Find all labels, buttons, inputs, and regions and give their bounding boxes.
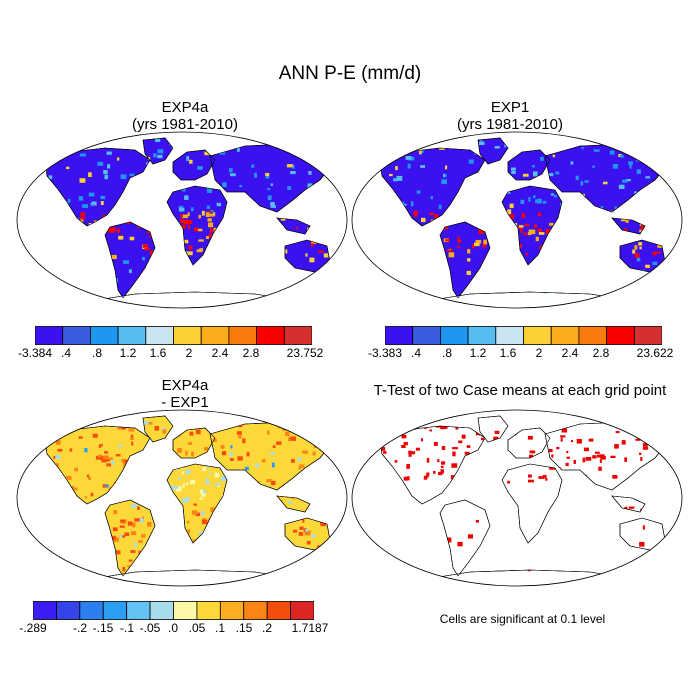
colorbar-box — [33, 601, 57, 620]
colorbar-box — [173, 326, 202, 345]
panel1-cb-label: 23.752 — [286, 346, 324, 360]
panel3-cb-label: .15 — [235, 621, 253, 635]
panel1-colorbar-labels: -3.384 .4 .8 1.2 1.6 2 2.4 2.8 23.752 — [18, 346, 323, 362]
colorbar-box — [550, 326, 580, 345]
panel3-cb-label: -.05 — [139, 621, 161, 635]
panel3-cb-label: 1.7187 — [291, 621, 329, 635]
panel1-cb-label: 1.6 — [149, 346, 167, 360]
colorbar-box — [266, 601, 291, 620]
panel3-colorbar-boxes — [33, 601, 314, 620]
panel1-cb-label: -3.384 — [17, 346, 53, 360]
colorbar-box — [578, 326, 607, 345]
panel1-colorbar-boxes — [35, 326, 312, 345]
panel4-note: Cells are significant at 0.1 level — [439, 612, 606, 626]
panel2-cb-label: 1.6 — [499, 346, 517, 360]
panel4-title: T-Test of two Case means at each grid po… — [373, 382, 667, 399]
northAmerica-landmass — [44, 425, 151, 505]
panel2-title-line1: EXP1 — [490, 99, 530, 116]
panel3-cb-label: .2 — [261, 621, 273, 635]
colorbar-box — [283, 326, 312, 345]
northAmerica-landmass — [379, 425, 486, 505]
panel1-cb-label: .4 — [60, 346, 72, 360]
colorbar-box — [385, 326, 414, 345]
panel1-map-border — [16, 131, 348, 309]
panel1-map — [16, 131, 348, 309]
panel3-map — [16, 409, 348, 587]
panel3-title-line2: - EXP1 — [161, 394, 209, 411]
colorbar-box — [102, 601, 128, 620]
panel2-cb-label: 23.622 — [636, 346, 674, 360]
colorbar-box — [149, 601, 174, 620]
panel2-colorbar — [385, 326, 662, 345]
panel3-cb-label: -.2 — [72, 621, 88, 635]
panel3-title: EXP4a - EXP1 — [85, 377, 285, 411]
panel2-title: EXP1 (yrs 1981-2010) — [410, 99, 610, 133]
panel2-cb-label: 2.8 — [592, 346, 610, 360]
panel2-colorbar-labels: -3.383 .4 .8 1.2 1.6 2 2.4 2.8 23.622 — [368, 346, 673, 362]
colorbar-box — [495, 326, 524, 345]
panel3-cb-label: .1 — [214, 621, 226, 635]
panel2-map — [351, 131, 683, 309]
colorbar-box — [90, 326, 119, 345]
colorbar-box — [173, 601, 198, 620]
panel2-cb-label: .4 — [410, 346, 422, 360]
panel2-colorbar-boxes — [385, 326, 662, 345]
panel2-cb-label: .8 — [441, 346, 453, 360]
panel3-cb-label: -.289 — [19, 621, 47, 635]
panel1-cb-label: 2 — [185, 346, 193, 360]
panel3-title-line1: EXP4a — [161, 377, 209, 394]
europe-landmass — [507, 149, 551, 181]
colorbar-box — [56, 601, 81, 620]
northAmerica-landmass — [44, 147, 151, 227]
colorbar-box — [196, 601, 221, 620]
panel3-cb-label: -.15 — [92, 621, 114, 635]
main-title: ANN P-E (mm/d) — [278, 63, 422, 84]
panel2-cb-label: 1.2 — [469, 346, 487, 360]
asia-landmass — [209, 143, 334, 213]
panel2-cb-label: -3.383 — [367, 346, 403, 360]
panel3-colorbar-labels: -.289 -.2 -.15 -.1 -.05 .0 .05 .1 .15 .2… — [19, 621, 328, 637]
panel2-map-border — [351, 131, 683, 309]
panel3-map-border — [16, 409, 348, 587]
colorbar-box — [256, 326, 285, 345]
panel1-cb-label: 2.4 — [211, 346, 229, 360]
colorbar-box — [228, 326, 257, 345]
panel2-cb-label: 2 — [535, 346, 543, 360]
colorbar-box — [35, 326, 64, 345]
panel1-cb-label: 2.8 — [242, 346, 260, 360]
europe-landmass — [507, 427, 551, 459]
panel1-title: EXP4a (yrs 1981-2010) — [85, 99, 285, 133]
panel3-cb-label: .05 — [188, 621, 206, 635]
panel2-title-line2: (yrs 1981-2010) — [457, 116, 563, 133]
panel1-title-line2: (yrs 1981-2010) — [132, 116, 238, 133]
panel3-cb-label: -.1 — [119, 621, 135, 635]
panel1-colorbar — [35, 326, 312, 345]
panel1-title-line1: EXP4a — [161, 99, 209, 116]
colorbar-box — [219, 601, 245, 620]
colorbar-box — [440, 326, 469, 345]
colorbar-box — [467, 326, 497, 345]
colorbar-box — [117, 326, 147, 345]
panel3-colorbar — [33, 601, 314, 620]
colorbar-box — [145, 326, 174, 345]
colorbar-box — [412, 326, 441, 345]
colorbar-box — [606, 326, 635, 345]
panel4-map — [351, 409, 683, 587]
colorbar-box — [79, 601, 104, 620]
colorbar-box — [523, 326, 552, 345]
colorbar-box — [200, 326, 230, 345]
colorbar-box — [290, 601, 314, 620]
panel1-cb-label: 1.2 — [119, 346, 137, 360]
panel2-cb-label: 2.4 — [561, 346, 579, 360]
colorbar-box — [62, 326, 91, 345]
panel3-cb-label: .0 — [167, 621, 179, 635]
panel1-land — [44, 137, 334, 308]
colorbar-box — [243, 601, 268, 620]
colorbar-box — [633, 326, 662, 345]
panel1-cb-label: .8 — [91, 346, 103, 360]
panel4-map-border — [351, 409, 683, 587]
colorbar-box — [126, 601, 151, 620]
europe-landmass — [172, 427, 216, 459]
